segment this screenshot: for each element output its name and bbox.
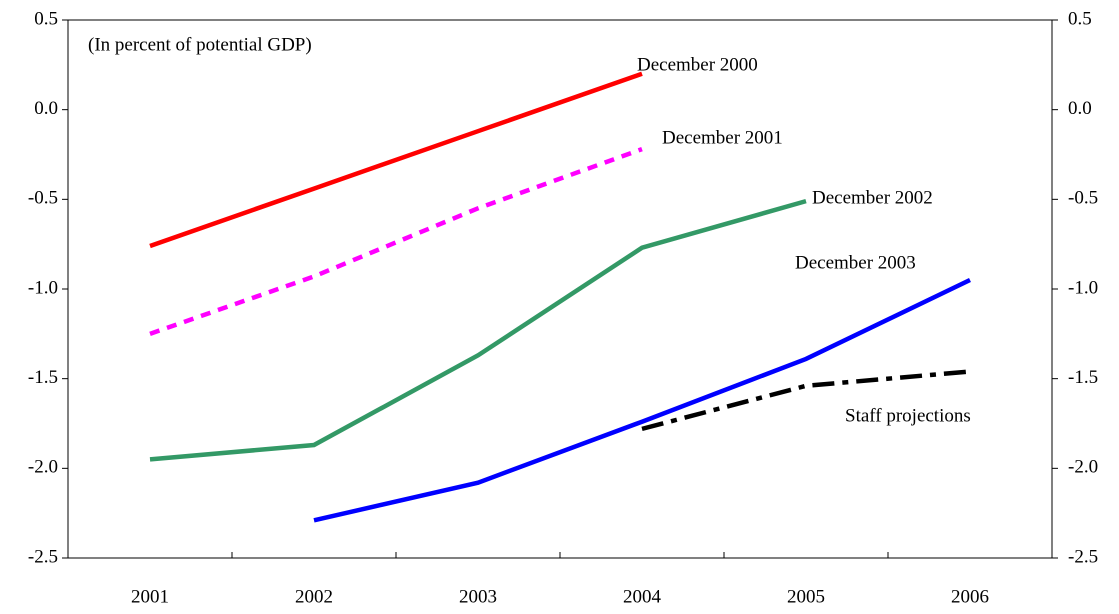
series-label: December 2000 <box>637 54 758 75</box>
x-tick-label: 2002 <box>295 586 333 607</box>
y-tick-label: -2.0 <box>28 457 58 478</box>
series-line <box>149 198 807 462</box>
annotation: (In percent of potential GDP) <box>88 34 312 55</box>
x-tick-label: 2001 <box>131 586 169 607</box>
y2-tick-label: -2.5 <box>1068 546 1098 567</box>
y-tick-label: -1.0 <box>28 277 58 298</box>
y-tick-label: -2.5 <box>28 546 58 567</box>
series-label: December 2001 <box>662 127 783 148</box>
series-line <box>149 147 643 336</box>
series-label: Staff projections <box>845 405 971 426</box>
series-line <box>641 369 971 432</box>
y-tick-label: -1.5 <box>28 367 58 388</box>
x-tick-label: 2004 <box>623 586 662 607</box>
y2-tick-label: -0.5 <box>1068 188 1098 209</box>
x-tick-label: 2005 <box>787 586 825 607</box>
x-tick-label: 2006 <box>951 586 989 607</box>
y-tick-label: 0.5 <box>34 8 58 29</box>
y-tick-label: 0.0 <box>34 98 58 119</box>
y2-tick-label: -1.0 <box>1068 277 1098 298</box>
series-line <box>313 278 971 523</box>
y2-tick-label: 0.0 <box>1068 98 1092 119</box>
series-label: December 2002 <box>812 187 933 208</box>
y2-tick-label: 0.5 <box>1068 8 1092 29</box>
series-line <box>149 71 643 249</box>
y2-tick-label: -1.5 <box>1068 367 1098 388</box>
y2-tick-label: -2.0 <box>1068 457 1098 478</box>
y-tick-label: -0.5 <box>28 188 58 209</box>
series-label: December 2003 <box>795 252 916 273</box>
x-tick-label: 2003 <box>459 586 497 607</box>
